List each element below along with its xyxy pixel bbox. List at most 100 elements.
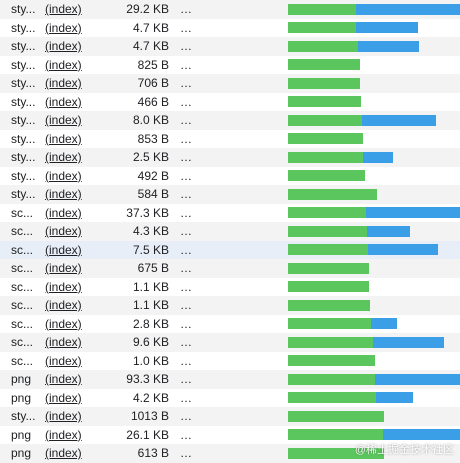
waterfall-waiting-bar[interactable]	[288, 225, 367, 237]
initiator-link[interactable]: (index)	[45, 2, 82, 16]
initiator-link[interactable]: (index)	[45, 20, 82, 35]
initiator-link[interactable]: (index)	[45, 187, 82, 201]
waterfall-waiting-bar[interactable]	[288, 318, 371, 329]
request-time: …	[180, 76, 192, 90]
waterfall-waiting-bar[interactable]	[288, 244, 368, 255]
table-row[interactable]: sc... (index) 37.3 KB…	[0, 203, 460, 222]
table-row[interactable]: sty... (index) 492 B…	[0, 166, 460, 185]
initiator-link[interactable]: (index)	[45, 168, 82, 183]
request-size: 8.0 KB	[132, 113, 169, 127]
initiator-link[interactable]: (index)	[45, 353, 82, 368]
waterfall-waiting-bar[interactable]	[288, 373, 375, 385]
table-row[interactable]: sty... (index) 706 B…	[0, 74, 460, 93]
request-type: sty...	[11, 113, 36, 127]
initiator-link[interactable]: (index)	[45, 150, 82, 164]
waterfall-waiting-bar[interactable]	[288, 410, 384, 422]
table-row[interactable]: png (index) 26.1 KB…	[0, 425, 460, 444]
request-type: sc...	[11, 298, 34, 312]
initiator-link[interactable]: (index)	[45, 335, 82, 349]
initiator-link[interactable]: (index)	[45, 205, 82, 220]
waterfall-waiting-bar[interactable]	[288, 170, 365, 181]
waterfall-download-bar[interactable]	[356, 22, 418, 33]
waterfall-download-bar[interactable]	[366, 207, 460, 218]
waterfall-waiting-bar[interactable]	[288, 3, 356, 15]
table-row[interactable]: sty... (index) 8.0 KB…	[0, 111, 460, 130]
waterfall-waiting-bar[interactable]	[288, 392, 376, 403]
initiator-link[interactable]: (index)	[45, 261, 82, 275]
table-row[interactable]: sty... (index) 4.7 KB…	[0, 37, 460, 56]
waterfall-waiting-bar[interactable]	[288, 262, 369, 274]
waterfall-waiting-bar[interactable]	[288, 114, 362, 126]
waterfall-download-bar[interactable]	[368, 244, 438, 255]
table-row[interactable]: sc... (index) 7.5 KB…	[0, 240, 460, 259]
initiator-link[interactable]: (index)	[45, 113, 82, 127]
waterfall-waiting-bar[interactable]	[288, 355, 375, 366]
initiator-link[interactable]: (index)	[45, 94, 82, 109]
table-row[interactable]: sc... (index) 9.6 KB…	[0, 333, 460, 352]
initiator-link[interactable]: (index)	[45, 298, 82, 312]
request-type: sc...	[11, 335, 34, 349]
initiator-link[interactable]: (index)	[45, 131, 82, 146]
request-type: sc...	[11, 224, 34, 238]
initiator-link[interactable]: (index)	[45, 242, 82, 257]
table-row[interactable]: sty... (index) 466 B…	[0, 92, 460, 111]
waterfall-download-bar[interactable]	[371, 318, 397, 329]
waterfall-download-bar[interactable]	[383, 429, 460, 440]
initiator-link[interactable]: (index)	[45, 76, 82, 90]
initiator-link[interactable]: (index)	[45, 279, 82, 294]
request-size: 26.1 KB	[126, 427, 169, 442]
initiator-link[interactable]: (index)	[45, 224, 82, 238]
table-row[interactable]: sc... (index) 1.0 KB…	[0, 351, 460, 370]
waterfall-download-bar[interactable]	[376, 392, 413, 403]
initiator-link[interactable]: (index)	[45, 446, 82, 460]
request-type: sty...	[11, 94, 36, 109]
waterfall-waiting-bar[interactable]	[288, 133, 363, 144]
table-row[interactable]: sty... (index) 853 B…	[0, 129, 460, 148]
initiator-link[interactable]: (index)	[45, 409, 82, 423]
waterfall-download-bar[interactable]	[358, 40, 419, 52]
table-row[interactable]: sc... (index) 1.1 KB…	[0, 296, 460, 315]
table-row[interactable]: sc... (index) 4.3 KB…	[0, 222, 460, 241]
table-row[interactable]: sty... (index) 4.7 KB…	[0, 18, 460, 37]
table-row[interactable]: sty... (index) 2.5 KB…	[0, 148, 460, 167]
table-row[interactable]: sty... (index) 584 B…	[0, 185, 460, 204]
request-size: 4.7 KB	[132, 20, 169, 35]
request-size: 613 B	[137, 446, 169, 460]
waterfall-waiting-bar[interactable]	[288, 447, 384, 459]
waterfall-waiting-bar[interactable]	[288, 336, 373, 348]
waterfall-download-bar[interactable]	[356, 3, 460, 15]
table-row[interactable]: sty... (index) 825 B…	[0, 55, 460, 74]
initiator-link[interactable]: (index)	[45, 390, 82, 405]
waterfall-waiting-bar[interactable]	[288, 281, 369, 292]
waterfall-waiting-bar[interactable]	[288, 22, 356, 33]
table-row[interactable]: png (index) 613 B…	[0, 444, 460, 463]
waterfall-waiting-bar[interactable]	[288, 207, 366, 218]
table-row[interactable]: sc... (index) 675 B…	[0, 259, 460, 278]
waterfall-waiting-bar[interactable]	[288, 429, 383, 440]
table-row[interactable]: png (index) 93.3 KB…	[0, 370, 460, 389]
waterfall-waiting-bar[interactable]	[288, 151, 363, 163]
waterfall-download-bar[interactable]	[373, 336, 444, 348]
waterfall-download-bar[interactable]	[367, 225, 410, 237]
table-row[interactable]: png (index) 4.2 KB…	[0, 388, 460, 407]
waterfall-download-bar[interactable]	[375, 373, 460, 385]
initiator-link[interactable]: (index)	[45, 39, 82, 53]
waterfall-waiting-bar[interactable]	[288, 59, 360, 70]
table-row[interactable]: sty... (index) 1013 B…	[0, 407, 460, 426]
request-time: …	[180, 131, 192, 146]
waterfall-waiting-bar[interactable]	[288, 299, 370, 311]
waterfall-waiting-bar[interactable]	[288, 77, 360, 89]
request-time: …	[180, 261, 192, 275]
table-row[interactable]: sc... (index) 2.8 KB…	[0, 314, 460, 333]
waterfall-waiting-bar[interactable]	[288, 188, 377, 200]
initiator-link[interactable]: (index)	[45, 57, 82, 72]
table-row[interactable]: sty... (index) 29.2 KB…	[0, 0, 460, 19]
initiator-link[interactable]: (index)	[45, 427, 82, 442]
initiator-link[interactable]: (index)	[45, 372, 82, 386]
table-row[interactable]: sc... (index) 1.1 KB…	[0, 277, 460, 296]
waterfall-waiting-bar[interactable]	[288, 96, 361, 107]
waterfall-waiting-bar[interactable]	[288, 40, 358, 52]
initiator-link[interactable]: (index)	[45, 316, 82, 331]
waterfall-download-bar[interactable]	[362, 114, 436, 126]
waterfall-download-bar[interactable]	[363, 151, 393, 163]
